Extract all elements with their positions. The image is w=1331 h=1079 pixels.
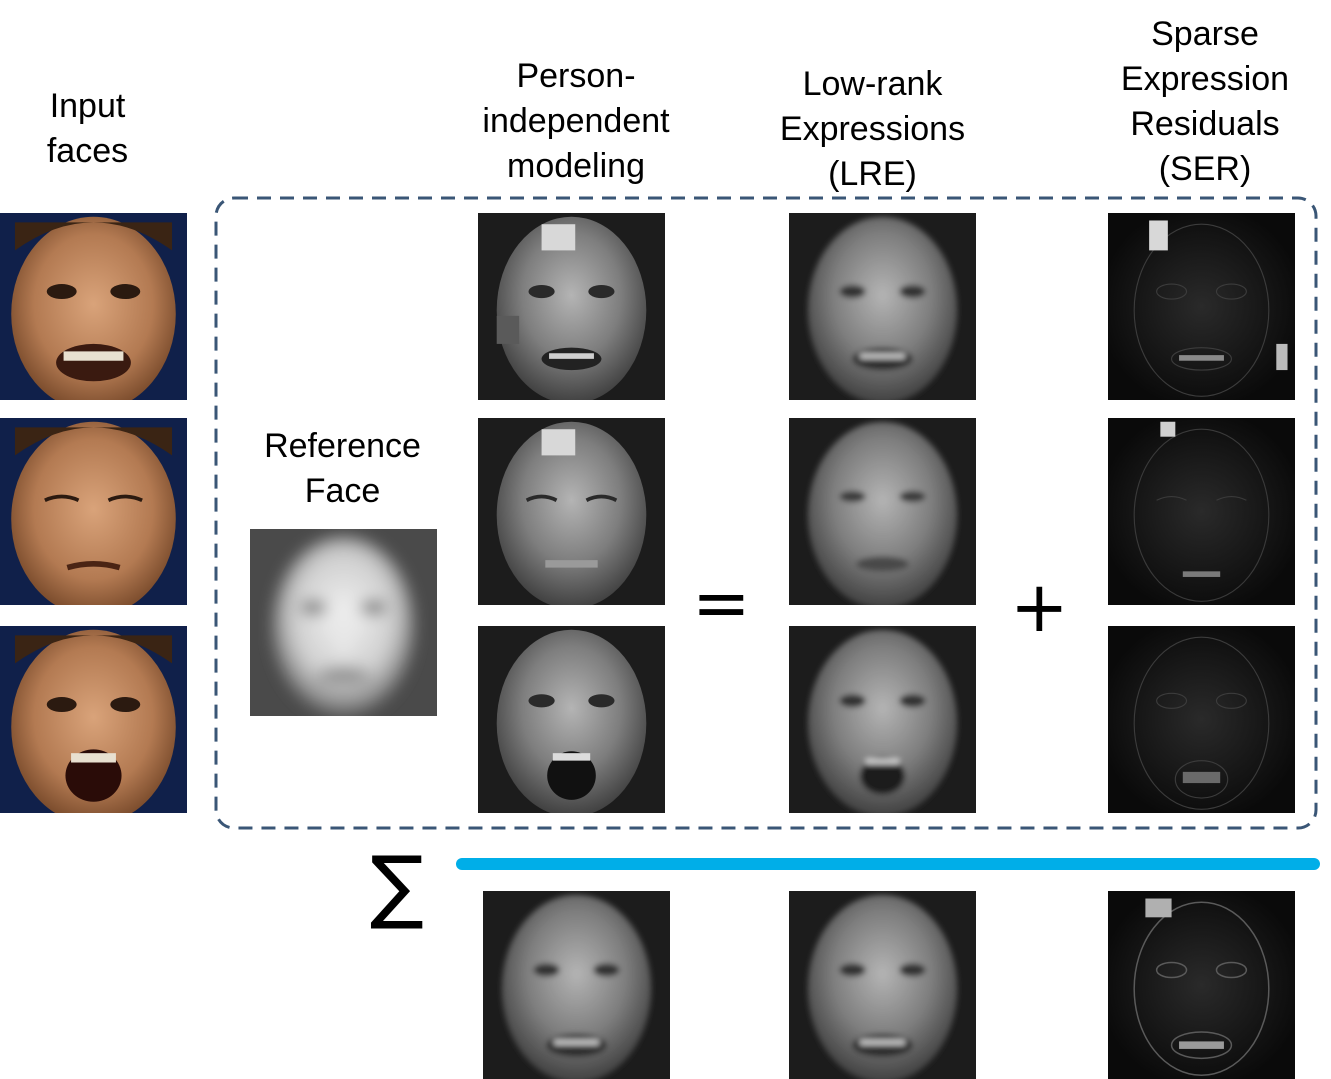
pi-face-1 (478, 213, 665, 400)
person-independent-header: Person- independent modeling (482, 57, 670, 185)
input-faces-header: Input faces (46, 87, 129, 170)
sum-symbol: ∑ (370, 839, 424, 932)
pi-face-2 (478, 418, 665, 605)
sum-bar (456, 858, 1320, 870)
sum-lre-face (789, 891, 976, 1079)
ser-header: Sparse Expression Residuals (SER) (1120, 15, 1290, 188)
input-face-1 (0, 213, 187, 400)
lre-face-2 (789, 418, 976, 605)
ser-face-3 (1108, 626, 1295, 813)
sum-pi-face (483, 891, 670, 1079)
reference-face-label: Reference Face (264, 427, 421, 510)
reference-face-image (250, 529, 437, 716)
ser-face-1 (1108, 213, 1295, 400)
plus-sign: + (1010, 566, 1069, 648)
lre-face-3 (789, 626, 976, 813)
input-face-3 (0, 626, 187, 813)
sum-ser-face (1108, 891, 1295, 1079)
dashed-group-box (214, 196, 1318, 830)
lre-face-1 (789, 213, 976, 400)
ser-face-2 (1108, 418, 1295, 605)
input-face-2 (0, 418, 187, 605)
equals-sign: = (692, 562, 751, 644)
pi-face-3 (478, 626, 665, 813)
lre-header: Low-rank Expressions (LRE) (779, 65, 966, 193)
